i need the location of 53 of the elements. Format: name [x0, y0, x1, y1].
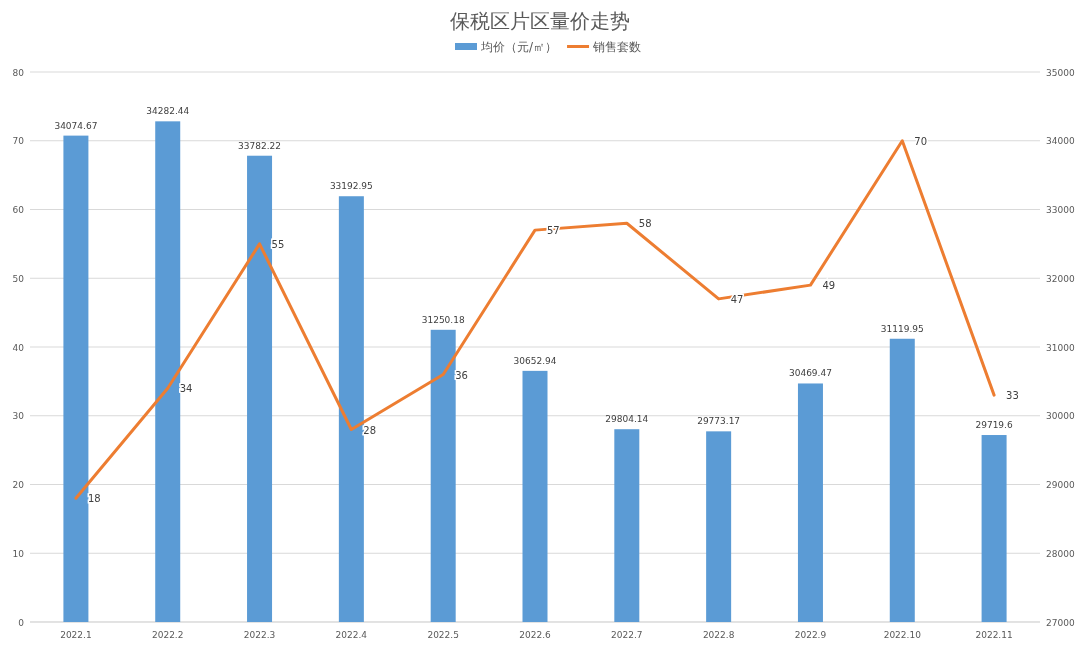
x-tick-label: 2022.4 [335, 630, 368, 640]
y2-tick-label: 27000 [1046, 617, 1075, 628]
data-label: 55 [271, 238, 285, 250]
y-tick-label: 60 [12, 205, 25, 215]
x-tick-label: 2022.9 [794, 630, 827, 640]
data-label: 47 [730, 293, 744, 305]
x-tick-label: 2022.6 [519, 630, 552, 640]
data-label: 31119.95 [880, 323, 924, 334]
y2-tick-label: 33000 [1046, 205, 1075, 215]
data-label: 34282.44 [146, 106, 190, 117]
x-tick-label: 2022.1 [60, 630, 92, 640]
y2-tick-label: 32000 [1046, 273, 1075, 284]
x-tick-label: 2022.3 [243, 630, 276, 640]
data-label: 33192.95 [329, 181, 373, 192]
data-label: 33 [1006, 390, 1019, 402]
y2-tick-label: 35000 [1046, 67, 1075, 78]
y2-tick-label: 29000 [1046, 480, 1075, 490]
x-tick-label: 2022.8 [702, 630, 735, 640]
y-tick-label: 20 [12, 480, 25, 490]
data-label: 49 [822, 280, 836, 292]
title: 保税区片区量价走势 [450, 9, 630, 33]
y2-tick-label: 30000 [1046, 411, 1075, 422]
data-label: 34074.67 [54, 120, 98, 131]
legend-label: 销售套数 [592, 40, 642, 54]
y-tick-label: 70 [12, 136, 25, 147]
y-tick-label: 40 [12, 342, 25, 353]
x-tick-label: 2022.5 [427, 630, 459, 640]
data-label: 28 [363, 424, 377, 436]
y-tick-label: 0 [18, 617, 25, 628]
x-tick-label: 2022.7 [611, 630, 643, 640]
data-label: 29773.17 [697, 416, 741, 427]
data-label: 29804.14 [605, 414, 649, 425]
y2-tick-label: 34000 [1046, 136, 1075, 147]
data-label: 30469.47 [788, 368, 832, 379]
data-label: 29719.6 [975, 420, 1013, 431]
data-label: 33782.22 [238, 140, 282, 151]
x-tick-label: 2022.2 [151, 630, 184, 640]
data-label: 18 [87, 493, 101, 505]
data-label: 70 [914, 135, 928, 147]
x-tick-label: 2022.11 [975, 630, 1013, 640]
y-tick-label: 30 [12, 411, 25, 422]
data-label: 31250.18 [421, 314, 465, 325]
data-label: 36 [455, 369, 468, 381]
y-tick-label: 80 [12, 67, 25, 78]
data-label: 30652.94 [513, 355, 557, 366]
y2-tick-label: 31000 [1046, 342, 1075, 353]
data-label: 34 [179, 383, 193, 395]
x-tick-label: 2022.10 [883, 630, 922, 640]
y-tick-label: 50 [12, 273, 25, 284]
y2-tick-label: 28000 [1046, 548, 1075, 559]
legend-label: 均价（元/㎡） [480, 40, 558, 54]
y-tick-label: 10 [12, 548, 25, 559]
data-label: 58 [638, 218, 652, 230]
